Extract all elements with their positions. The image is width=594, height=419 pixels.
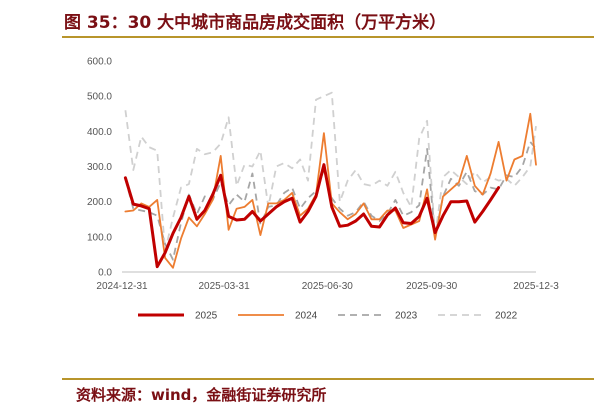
title-rule (62, 36, 594, 38)
y-tick-label: 500.0 (87, 92, 112, 103)
legend-label-2025: 2025 (195, 311, 218, 322)
figure-title: 图 35：30 大中城市商品房成交面积（万平方米） (64, 13, 447, 33)
y-tick-label: 0.0 (98, 268, 112, 279)
source-note: 资料来源：wind，金融街证券研究所 (76, 386, 327, 404)
line-chart: 0.0 100.0 200.0 300.0 400.0 500.0 600.0 2024-12… (87, 57, 559, 322)
footer-rule (62, 378, 594, 380)
legend-label-2022: 2022 (495, 311, 518, 322)
y-tick-label: 600.0 (87, 57, 112, 68)
y-tick-label: 300.0 (87, 162, 112, 173)
y-tick-label: 200.0 (87, 197, 112, 208)
x-tick-label: 2025-09-30 (406, 281, 458, 292)
x-tick-label: 2025-03-31 (199, 281, 251, 292)
series-line-2025 (123, 163, 501, 269)
title-bar: 图 35：30 大中城市商品房成交面积（万平方米） (0, 0, 594, 40)
x-tick-label: 2024-12-31 (96, 281, 148, 292)
y-tick-label: 100.0 (87, 232, 112, 243)
legend-label-2023: 2023 (395, 311, 418, 322)
x-tick-label: 2025-12-3 (513, 281, 559, 292)
series-line-2022 (124, 91, 537, 252)
legend-label-2024: 2024 (295, 311, 318, 322)
y-tick-label: 400.0 (87, 127, 112, 138)
x-tick-label: 2025-06-30 (302, 281, 354, 292)
